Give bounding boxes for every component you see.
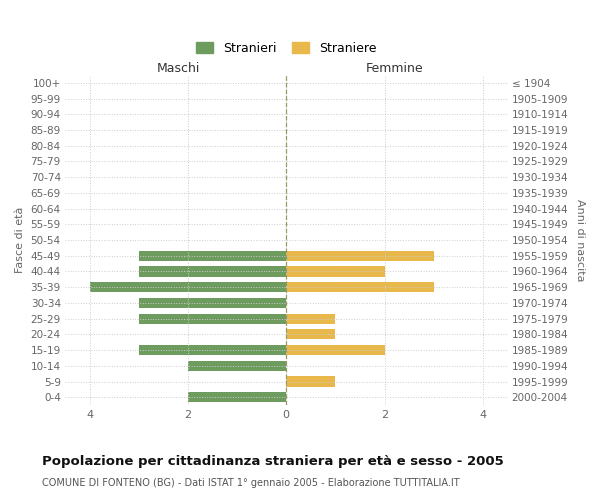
Bar (286, 376, 335, 386)
Text: COMUNE DI FONTENO (BG) - Dati ISTAT 1° gennaio 2005 - Elaborazione TUTTITALIA.IT: COMUNE DI FONTENO (BG) - Dati ISTAT 1° g… (42, 478, 460, 488)
Y-axis label: Fasce di età: Fasce di età (15, 207, 25, 273)
Bar (286, 282, 434, 292)
Bar (286, 314, 335, 324)
Bar (139, 250, 286, 261)
Bar (139, 298, 286, 308)
Bar (139, 345, 286, 355)
Legend: Stranieri, Straniere: Stranieri, Straniere (196, 42, 377, 54)
Bar (89, 282, 286, 292)
Bar (139, 314, 286, 324)
Bar (286, 266, 385, 276)
Bar (188, 392, 286, 402)
Bar (139, 266, 286, 276)
Bar (286, 330, 335, 340)
Text: Popolazione per cittadinanza straniera per età e sesso - 2005: Popolazione per cittadinanza straniera p… (42, 455, 504, 468)
Bar (188, 360, 286, 371)
Text: Femmine: Femmine (365, 62, 423, 75)
Bar (286, 250, 434, 261)
Y-axis label: Anni di nascita: Anni di nascita (575, 199, 585, 281)
Text: Maschi: Maschi (157, 62, 200, 75)
Bar (286, 345, 385, 355)
